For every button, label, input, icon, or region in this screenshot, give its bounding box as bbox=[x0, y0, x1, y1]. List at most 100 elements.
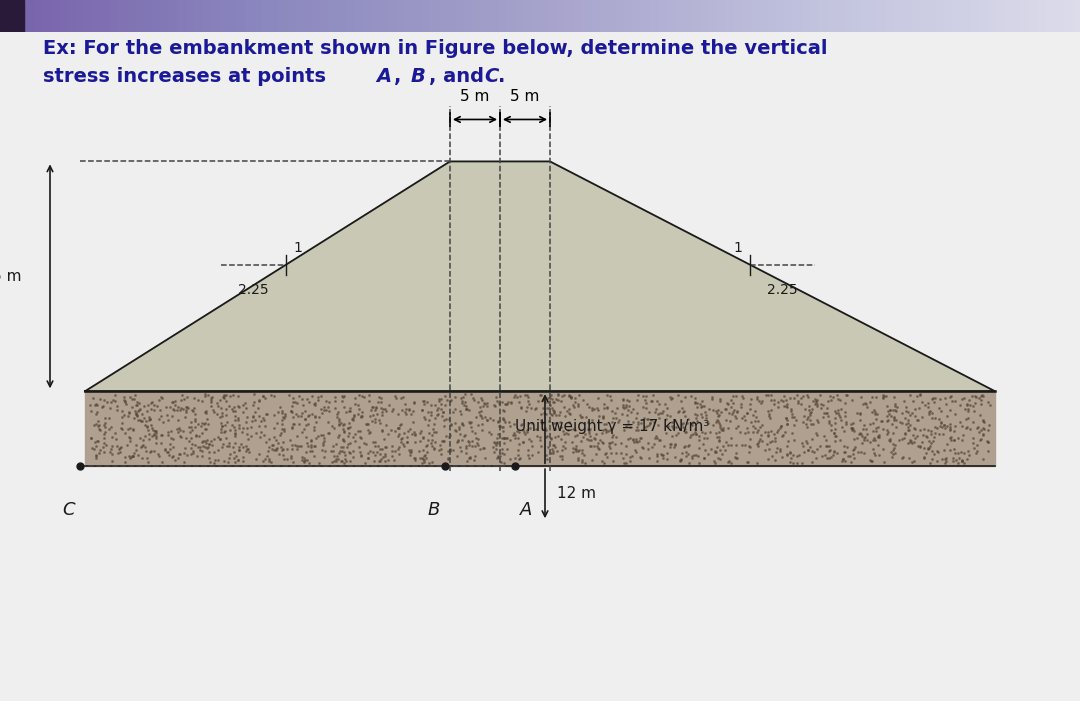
Point bbox=[958, 422, 975, 433]
Point bbox=[828, 447, 846, 458]
Point bbox=[198, 406, 215, 417]
Point bbox=[139, 456, 157, 468]
Point bbox=[943, 395, 960, 406]
Point bbox=[137, 415, 154, 426]
Point bbox=[334, 442, 351, 453]
Point bbox=[740, 427, 757, 438]
Point bbox=[126, 406, 144, 417]
Point bbox=[393, 404, 410, 415]
Point bbox=[799, 392, 816, 403]
Point bbox=[139, 425, 157, 436]
Point bbox=[738, 422, 755, 433]
Point bbox=[926, 413, 943, 424]
Point bbox=[974, 390, 991, 401]
Point bbox=[136, 442, 153, 453]
Point bbox=[427, 400, 444, 411]
Point bbox=[586, 434, 604, 445]
Point bbox=[723, 440, 740, 451]
Point bbox=[464, 393, 482, 404]
Point bbox=[361, 395, 378, 407]
Point bbox=[808, 428, 825, 439]
Point bbox=[273, 414, 291, 426]
Point bbox=[953, 434, 970, 445]
Point bbox=[108, 404, 125, 416]
Point bbox=[411, 428, 429, 439]
Point bbox=[399, 437, 416, 448]
Point bbox=[868, 422, 886, 433]
Point bbox=[472, 444, 489, 455]
Point bbox=[187, 416, 204, 427]
Point bbox=[900, 407, 917, 418]
Point bbox=[286, 440, 303, 451]
Point bbox=[181, 427, 199, 438]
Point bbox=[470, 397, 487, 408]
Point bbox=[565, 447, 582, 458]
Point bbox=[332, 446, 349, 457]
Point bbox=[147, 430, 164, 441]
Point bbox=[521, 399, 538, 410]
Point bbox=[750, 424, 767, 435]
Point bbox=[306, 410, 323, 421]
Point bbox=[939, 420, 956, 431]
Point bbox=[497, 416, 514, 428]
Point bbox=[380, 428, 397, 440]
Point bbox=[132, 433, 149, 444]
Point bbox=[702, 444, 719, 455]
Point bbox=[875, 456, 892, 468]
Point bbox=[220, 440, 238, 451]
Point bbox=[561, 403, 578, 414]
Point bbox=[90, 416, 107, 427]
Point bbox=[772, 421, 789, 432]
Point bbox=[854, 423, 872, 435]
Point bbox=[133, 408, 150, 419]
Point bbox=[117, 456, 134, 468]
Point bbox=[712, 395, 729, 407]
Point bbox=[728, 452, 745, 463]
Point bbox=[494, 443, 511, 454]
Point bbox=[432, 449, 449, 460]
Point bbox=[901, 434, 918, 445]
Polygon shape bbox=[85, 391, 995, 466]
Point bbox=[288, 430, 306, 442]
Point bbox=[178, 402, 195, 413]
Point bbox=[779, 399, 796, 410]
Point bbox=[638, 421, 656, 432]
Point bbox=[855, 419, 873, 430]
Point bbox=[127, 408, 145, 419]
Point bbox=[159, 414, 176, 426]
Point bbox=[575, 432, 592, 443]
Point bbox=[646, 432, 663, 443]
Point bbox=[554, 454, 571, 465]
Point bbox=[214, 438, 231, 449]
Point bbox=[727, 410, 744, 421]
Point bbox=[543, 393, 561, 404]
Point bbox=[148, 433, 165, 444]
Point bbox=[597, 447, 615, 458]
Point bbox=[502, 398, 519, 409]
Text: 22.5 m: 22.5 m bbox=[0, 269, 22, 284]
Point bbox=[162, 433, 179, 444]
Point bbox=[191, 442, 208, 453]
Point bbox=[227, 456, 244, 468]
Point bbox=[916, 452, 933, 463]
Point bbox=[954, 455, 971, 466]
Point bbox=[411, 435, 429, 447]
Point bbox=[185, 447, 202, 458]
Point bbox=[206, 454, 224, 465]
Point bbox=[535, 423, 552, 434]
Point bbox=[777, 426, 794, 437]
Point bbox=[936, 393, 954, 404]
Point bbox=[203, 392, 220, 403]
Point bbox=[212, 394, 229, 405]
Point bbox=[745, 427, 762, 438]
Point bbox=[647, 407, 664, 418]
Point bbox=[865, 443, 882, 454]
Point bbox=[500, 416, 517, 428]
Point bbox=[762, 426, 780, 437]
Point bbox=[320, 416, 337, 428]
Point bbox=[543, 409, 561, 421]
Point bbox=[453, 392, 470, 403]
Point bbox=[187, 422, 204, 433]
Point bbox=[597, 418, 615, 430]
Point bbox=[656, 398, 673, 409]
